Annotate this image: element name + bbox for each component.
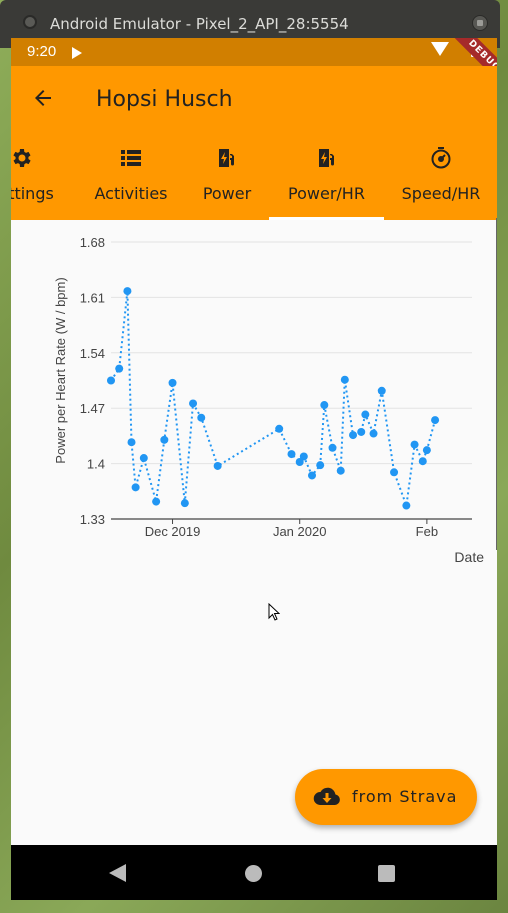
tab-activities[interactable]: Activities: [81, 146, 181, 220]
timer-icon: [431, 147, 451, 169]
fab-label: from Strava: [352, 787, 458, 806]
y-axis-label: Power per Heart Rate (W / bpm): [53, 277, 68, 463]
data-point: [180, 499, 189, 508]
tab-label: Power: [202, 184, 252, 203]
data-point: [295, 458, 304, 467]
android-nav-bar: [11, 845, 497, 900]
y-tick-label: 1.68: [80, 235, 105, 250]
tab-bar: Settings Activities Power: [11, 146, 497, 220]
ev-station-icon: [318, 149, 334, 167]
cloud-download-icon: [313, 787, 340, 805]
ev-station-icon: [219, 149, 234, 167]
series-line: [110, 290, 437, 506]
y-tick-label: 1.33: [80, 512, 105, 527]
divider: [496, 218, 497, 550]
mouse-cursor-icon: [268, 603, 280, 621]
y-tick-label: 1.4: [87, 457, 105, 472]
data-point: [418, 457, 427, 466]
data-point: [402, 501, 411, 510]
data-point: [131, 483, 140, 492]
data-point: [369, 429, 378, 438]
y-tick-label: 1.47: [80, 401, 105, 416]
status-bar: 9:20: [11, 38, 497, 66]
tab-settings[interactable]: Settings: [11, 146, 91, 220]
tab-power[interactable]: Power: [186, 146, 268, 220]
data-point: [422, 446, 431, 455]
y-tick-label: 1.54: [80, 346, 105, 361]
window-title: Android Emulator - Pixel_2_API_28:5554: [50, 15, 349, 33]
x-tick-label: Feb: [416, 524, 438, 539]
data-point: [115, 364, 124, 373]
data-point: [287, 450, 296, 459]
data-point: [431, 416, 440, 425]
status-time: 9:20: [27, 43, 57, 60]
data-point: [189, 399, 198, 408]
tab-label: Settings: [11, 184, 54, 203]
selected-tab-indicator: [269, 217, 384, 220]
data-point: [168, 378, 177, 387]
data-point: [275, 424, 284, 433]
data-point: [152, 497, 161, 506]
app-bar: Hopsi Husch Settings Activities: [11, 66, 497, 220]
tab-power-hr[interactable]: Power/HR: [269, 146, 384, 220]
power-hr-chart: 1.33 1.4 1.47 1.54 1.61 1.68 Dec 2019 Jan 2020 F…: [11, 220, 497, 580]
data-point: [197, 413, 206, 422]
nav-recents-icon[interactable]: [378, 865, 395, 882]
data-point: [336, 466, 345, 475]
data-point: [340, 375, 349, 384]
data-point: [213, 461, 222, 470]
tab-label: Activities: [94, 184, 168, 203]
gear-icon: [13, 149, 31, 167]
x-tick-label: Jan 2020: [273, 524, 327, 539]
data-point: [320, 401, 329, 410]
back-arrow-icon[interactable]: [31, 86, 55, 110]
data-point: [349, 431, 358, 440]
data-point: [160, 435, 169, 444]
nav-home-icon[interactable]: [245, 865, 262, 882]
from-strava-button[interactable]: from Strava: [295, 769, 477, 825]
nav-back-icon[interactable]: [109, 864, 126, 882]
window-close-icon[interactable]: [472, 15, 488, 31]
data-point: [308, 471, 317, 480]
data-point: [123, 287, 132, 296]
data-point: [107, 376, 115, 385]
device-screen: 9:20 DEBUG Hopsi Husch Settings: [11, 38, 497, 900]
data-point: [357, 427, 366, 436]
data-point: [316, 461, 325, 470]
data-point: [390, 468, 399, 477]
data-point: [361, 410, 370, 419]
y-tick-label: 1.61: [80, 290, 105, 305]
tab-speed-hr[interactable]: Speed/HR: [391, 146, 491, 220]
wifi-icon: [431, 42, 449, 56]
data-point: [410, 440, 419, 449]
tab-label: Speed/HR: [401, 184, 481, 203]
x-axis-label: Date: [454, 549, 484, 565]
x-tick-label: Dec 2019: [145, 524, 201, 539]
tab-label: Power/HR: [288, 184, 365, 203]
window-menu-icon[interactable]: [23, 15, 37, 29]
data-point: [328, 443, 337, 452]
page-title: Hopsi Husch: [96, 87, 233, 112]
data-point: [377, 386, 386, 395]
list-icon: [121, 150, 141, 166]
play-store-icon: [72, 47, 82, 59]
data-point: [127, 438, 136, 447]
data-point: [139, 454, 148, 463]
chart-canvas: 1.33 1.4 1.47 1.54 1.61 1.68 Dec 2019 Jan 2020 F…: [53, 235, 484, 565]
data-point: [299, 452, 308, 461]
